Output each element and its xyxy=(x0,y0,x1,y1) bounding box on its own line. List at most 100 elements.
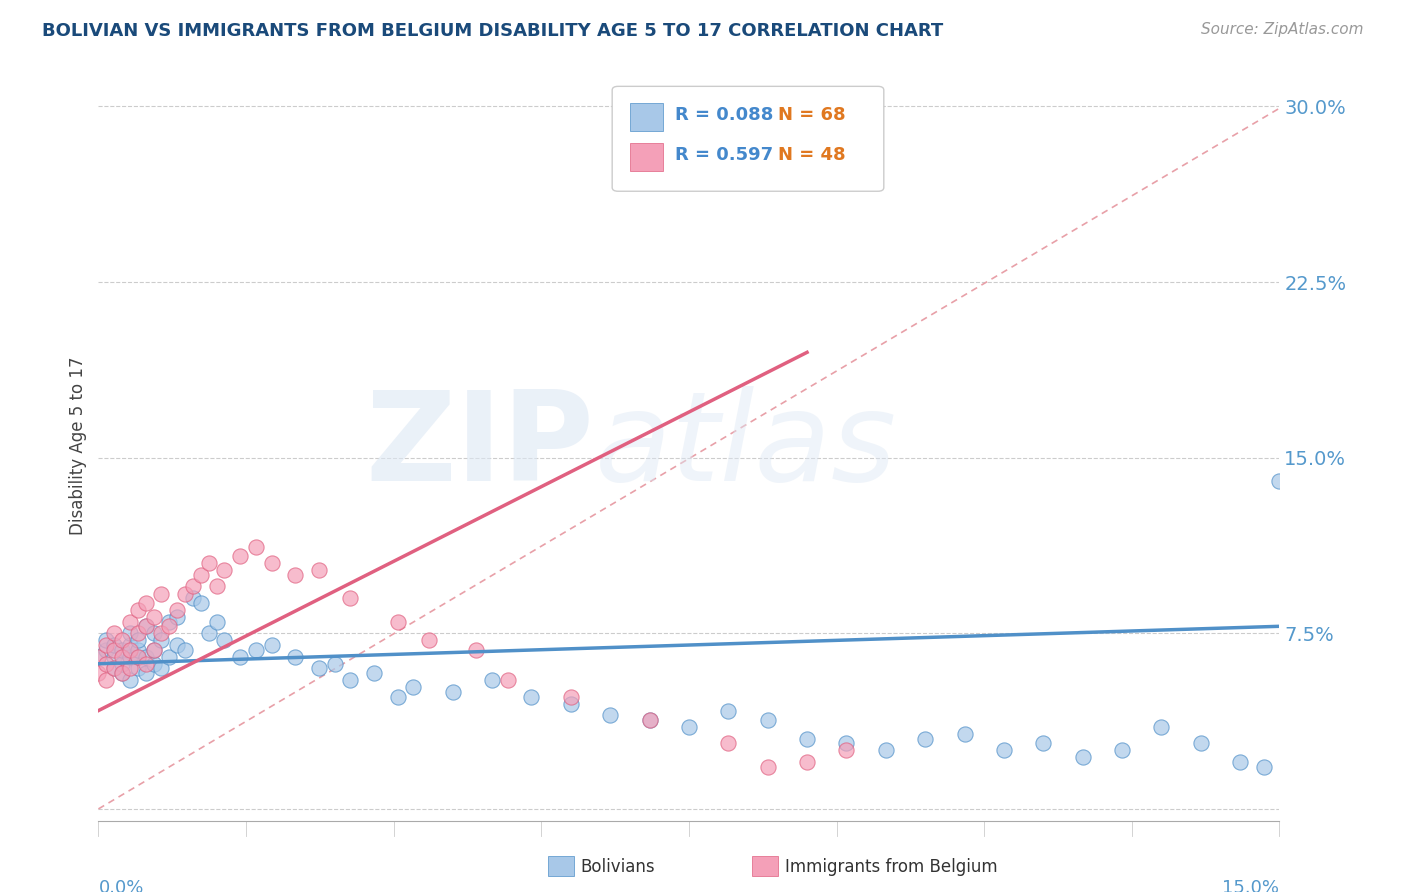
Point xyxy=(1189,736,1212,750)
Point xyxy=(87,649,110,664)
Point xyxy=(1111,743,1133,757)
Point xyxy=(87,649,110,664)
Point xyxy=(914,731,936,746)
Point xyxy=(796,755,818,769)
Point xyxy=(214,633,236,648)
Point xyxy=(96,638,118,652)
Point xyxy=(339,591,361,606)
Text: atlas: atlas xyxy=(595,385,897,507)
Point xyxy=(205,580,228,594)
Point xyxy=(875,743,897,757)
Point xyxy=(157,615,180,629)
Point xyxy=(166,603,188,617)
Point xyxy=(1253,760,1275,774)
Point xyxy=(481,673,503,688)
Point xyxy=(496,673,519,688)
Point xyxy=(174,586,197,600)
Point xyxy=(135,666,157,681)
Point xyxy=(96,642,118,657)
Point xyxy=(181,580,204,594)
Point xyxy=(205,615,228,629)
Point xyxy=(135,619,157,633)
Point xyxy=(1032,736,1054,750)
Point xyxy=(111,633,134,648)
Point xyxy=(127,649,149,664)
Point xyxy=(103,661,125,675)
Text: Immigrants from Belgium: Immigrants from Belgium xyxy=(785,858,997,876)
Point xyxy=(835,743,858,757)
Point xyxy=(150,586,173,600)
Point xyxy=(166,610,188,624)
Point xyxy=(402,680,425,694)
Point xyxy=(142,642,165,657)
Point xyxy=(127,642,149,657)
FancyBboxPatch shape xyxy=(612,87,884,191)
Point xyxy=(717,736,740,750)
Point xyxy=(135,619,157,633)
Point xyxy=(1071,750,1094,764)
Point xyxy=(157,649,180,664)
Point xyxy=(157,619,180,633)
Point xyxy=(197,626,219,640)
Point xyxy=(103,638,125,652)
Point xyxy=(260,556,283,570)
Point xyxy=(363,666,385,681)
Point xyxy=(142,610,165,624)
Point xyxy=(127,649,149,664)
Point xyxy=(118,661,141,675)
Point xyxy=(260,638,283,652)
Text: N = 68: N = 68 xyxy=(778,106,845,124)
Point xyxy=(1229,755,1251,769)
Point xyxy=(135,596,157,610)
Point xyxy=(560,697,582,711)
Point xyxy=(174,642,197,657)
Point xyxy=(599,708,621,723)
Text: Bolivians: Bolivians xyxy=(581,858,655,876)
Point xyxy=(166,638,188,652)
Point xyxy=(111,649,134,664)
Point xyxy=(142,642,165,657)
Point xyxy=(465,642,488,657)
Point xyxy=(142,657,165,671)
Point xyxy=(190,596,212,610)
Point xyxy=(118,626,141,640)
Point xyxy=(103,661,125,675)
Point xyxy=(560,690,582,704)
Point xyxy=(135,649,157,664)
Point xyxy=(441,685,464,699)
Text: ZIP: ZIP xyxy=(366,385,595,507)
Point xyxy=(638,713,661,727)
Point xyxy=(229,549,252,563)
Point xyxy=(953,727,976,741)
Point xyxy=(756,760,779,774)
Point xyxy=(135,657,157,671)
FancyBboxPatch shape xyxy=(630,103,664,131)
Point xyxy=(756,713,779,727)
Point xyxy=(245,540,267,554)
Text: 0.0%: 0.0% xyxy=(98,880,143,892)
Point xyxy=(190,567,212,582)
Text: N = 48: N = 48 xyxy=(778,145,845,163)
Point xyxy=(796,731,818,746)
Point xyxy=(111,657,134,671)
Text: R = 0.088: R = 0.088 xyxy=(675,106,773,124)
Point xyxy=(96,673,118,688)
FancyBboxPatch shape xyxy=(630,143,664,171)
Point xyxy=(118,649,141,664)
Point xyxy=(103,649,125,664)
Point xyxy=(1268,474,1291,488)
Point xyxy=(245,642,267,657)
Point xyxy=(118,615,141,629)
Point xyxy=(127,626,149,640)
Point xyxy=(387,690,409,704)
Text: BOLIVIAN VS IMMIGRANTS FROM BELGIUM DISABILITY AGE 5 TO 17 CORRELATION CHART: BOLIVIAN VS IMMIGRANTS FROM BELGIUM DISA… xyxy=(42,22,943,40)
Point xyxy=(96,633,118,648)
Point xyxy=(111,642,134,657)
Point xyxy=(103,642,125,657)
Point xyxy=(229,649,252,664)
Point xyxy=(111,666,134,681)
Point xyxy=(387,615,409,629)
Point xyxy=(520,690,543,704)
Point xyxy=(127,661,149,675)
Point xyxy=(678,720,700,734)
